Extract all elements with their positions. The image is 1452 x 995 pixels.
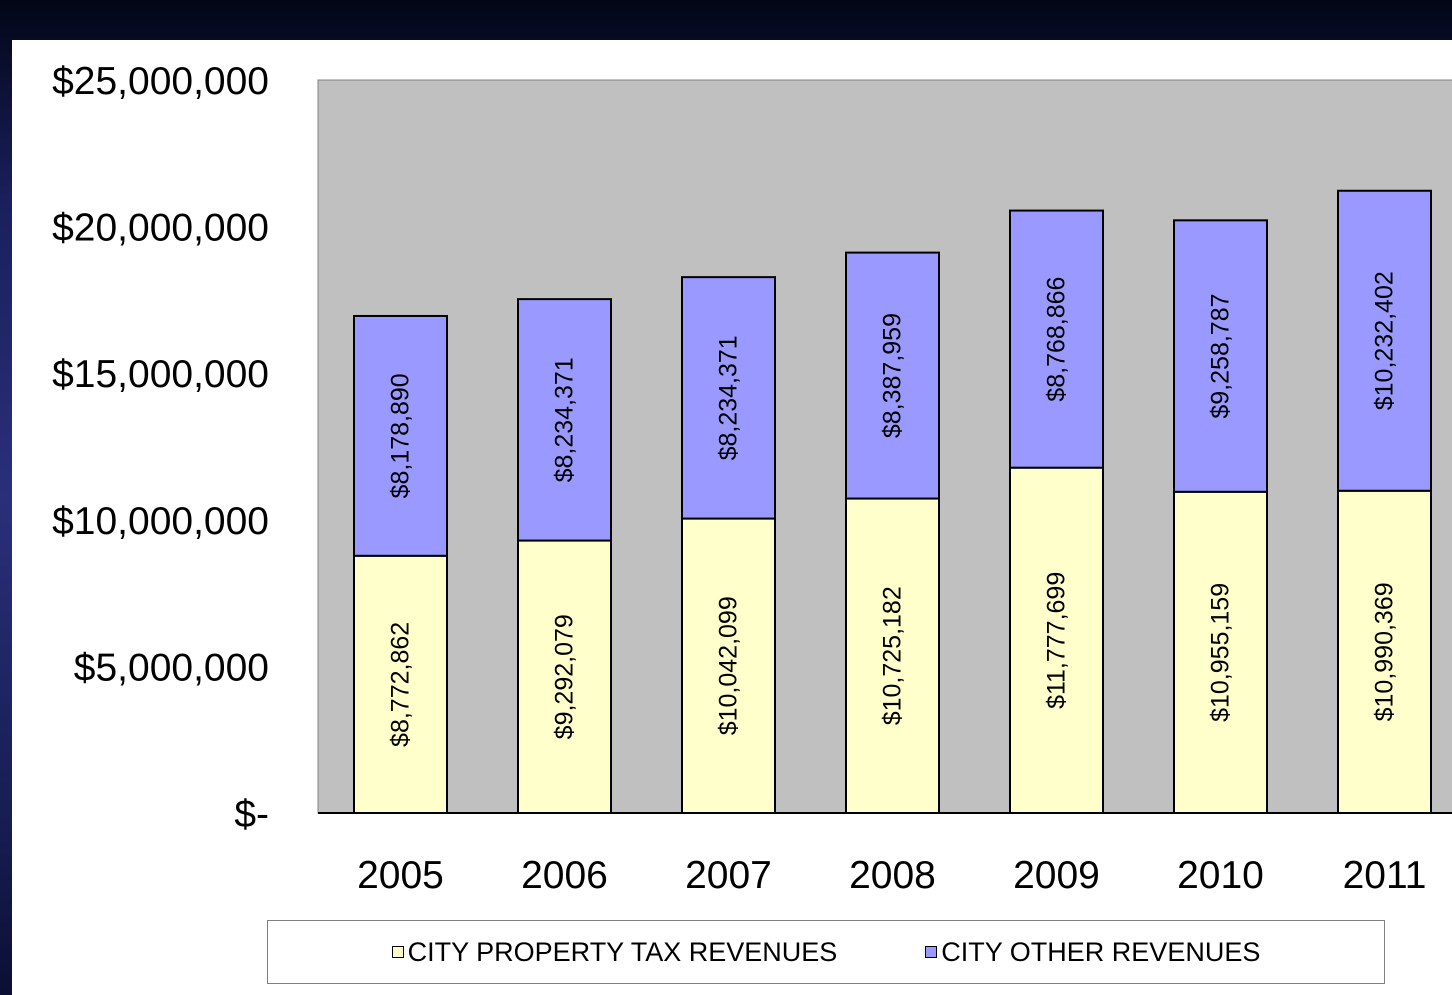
bar-segment-other-revenues-2011 — [1337, 189, 1432, 492]
data-label: $8,234,371 — [551, 357, 579, 482]
data-label: $9,258,787 — [1207, 293, 1235, 418]
x-tick-label: 2009 — [1013, 854, 1100, 897]
y-tick-label: $20,000,000 — [52, 207, 269, 250]
legend-item-other-revenues: CITY OTHER REVENUES — [925, 937, 1260, 968]
data-label: $10,042,099 — [715, 596, 743, 735]
chart-panel: $- $5,000,000 $10,000,000 $15,000,000 $20,00… — [12, 40, 1452, 995]
legend-item-property-tax: CITY PROPERTY TAX REVENUES — [391, 936, 838, 968]
y-tick-label: $10,000,000 — [52, 500, 269, 543]
bar-segment-property-tax-2009 — [1009, 466, 1104, 814]
data-label: $8,387,959 — [879, 313, 907, 438]
x-tick-label: 2011 — [1343, 854, 1427, 897]
data-label: $8,234,371 — [715, 335, 743, 460]
bar-segment-other-revenues-2005 — [353, 314, 448, 557]
bar-segment-other-revenues-2010 — [1173, 219, 1268, 493]
data-label: $10,955,159 — [1207, 583, 1235, 722]
legend-label-other-revenues: CITY OTHER REVENUES — [941, 936, 1261, 967]
bar-segment-property-tax-2007 — [681, 517, 776, 814]
x-tick-label: 2008 — [849, 854, 936, 897]
y-tick-label: $- — [234, 793, 269, 836]
bars-group: $8,772,862 $8,178,890 $9,292,079 $8,234,371… — [353, 189, 1432, 814]
x-tick-label: 2005 — [357, 854, 444, 897]
data-label: $8,178,890 — [387, 373, 415, 498]
stacked-bar-chart: $- $5,000,000 $10,000,000 $15,000,000 $20,00… — [52, 60, 1452, 897]
data-label: $10,990,369 — [1371, 582, 1399, 721]
bar-segment-other-revenues-2007 — [681, 276, 776, 520]
bar-segment-other-revenues-2006 — [517, 298, 612, 542]
y-axis: $- $5,000,000 $10,000,000 $15,000,000 $20,00… — [52, 60, 269, 836]
bar-segment-property-tax-2008 — [845, 497, 940, 814]
data-label: $8,768,866 — [1043, 277, 1071, 402]
bar-segment-other-revenues-2009 — [1009, 209, 1104, 469]
bar-segment-property-tax-2010 — [1173, 490, 1268, 814]
data-label: $10,232,402 — [1371, 271, 1399, 410]
y-tick-label: $5,000,000 — [74, 646, 269, 689]
x-axis: 2005 2006 2007 2008 2009 2010 2011 — [357, 854, 1426, 897]
data-label: $11,777,699 — [1043, 572, 1071, 709]
x-tick-label: 2006 — [521, 854, 608, 897]
bar-segment-property-tax-2011 — [1337, 489, 1432, 814]
data-label: $8,772,862 — [387, 622, 415, 747]
legend-swatch-property-tax — [391, 946, 404, 958]
legend-label-property-tax: CITY PROPERTY TAX REVENUES — [407, 936, 838, 967]
data-label: $10,725,182 — [879, 586, 907, 725]
legend: CITY PROPERTY TAX REVENUES CITY OTHER RE… — [267, 920, 1385, 984]
bar-segment-property-tax-2006 — [517, 539, 612, 814]
bar-segment-other-revenues-2008 — [845, 251, 940, 500]
y-tick-label: $15,000,000 — [52, 353, 269, 396]
bar-segment-property-tax-2005 — [353, 554, 448, 814]
x-tick-label: 2007 — [685, 854, 772, 897]
y-tick-label: $25,000,000 — [52, 60, 269, 103]
data-label: $9,292,079 — [551, 614, 579, 739]
x-tick-label: 2010 — [1177, 854, 1264, 897]
legend-swatch-other-revenues — [925, 946, 938, 958]
